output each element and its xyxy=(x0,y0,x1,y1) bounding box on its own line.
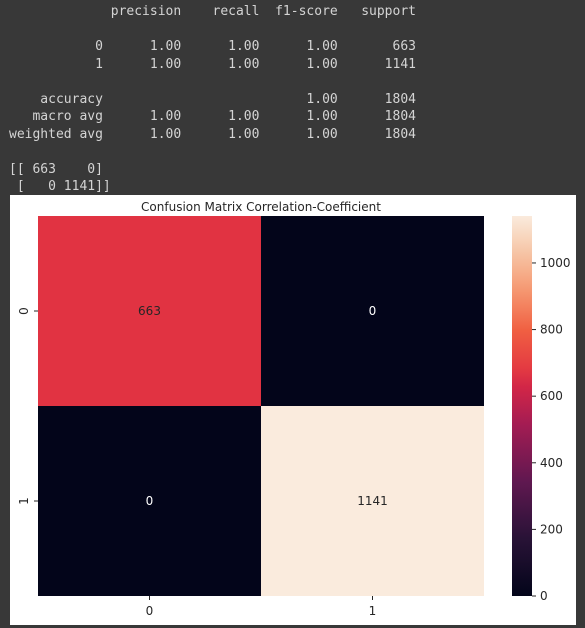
heatmap-cell-label: 1141 xyxy=(357,494,388,508)
y-tick-label: 1 xyxy=(17,497,31,505)
colorbar-tick-label: 800 xyxy=(540,323,563,337)
colorbar-tick-label: 600 xyxy=(540,389,563,403)
colorbar xyxy=(512,216,532,596)
colorbar-tick-label: 0 xyxy=(540,589,548,603)
heatmap-cell xyxy=(261,216,484,406)
colorbar-tick-label: 400 xyxy=(540,456,563,470)
y-tick-label: 0 xyxy=(17,307,31,315)
heatmap-cell xyxy=(38,406,261,596)
classification-report: precision recall f1-score support 0 1.00… xyxy=(0,0,585,195)
heatmap-cell xyxy=(38,216,261,406)
heatmap-cell-label: 0 xyxy=(369,304,377,318)
confusion-matrix-heatmap: Confusion Matrix Correlation-Coefficient… xyxy=(17,200,571,618)
colorbar-tick-label: 1000 xyxy=(540,256,571,270)
heatmap-cell xyxy=(261,406,484,596)
confusion-matrix-figure: Confusion Matrix Correlation-Coefficient… xyxy=(10,195,576,625)
heatmap-cell-label: 0 xyxy=(146,494,154,508)
heatmap-cell-label: 663 xyxy=(138,304,161,318)
classification-report-text: precision recall f1-score support 0 1.00… xyxy=(9,4,416,194)
chart-title: Confusion Matrix Correlation-Coefficient xyxy=(141,200,381,214)
colorbar-tick-label: 200 xyxy=(540,522,563,536)
x-tick-label: 1 xyxy=(369,604,377,618)
x-tick-label: 0 xyxy=(146,604,154,618)
